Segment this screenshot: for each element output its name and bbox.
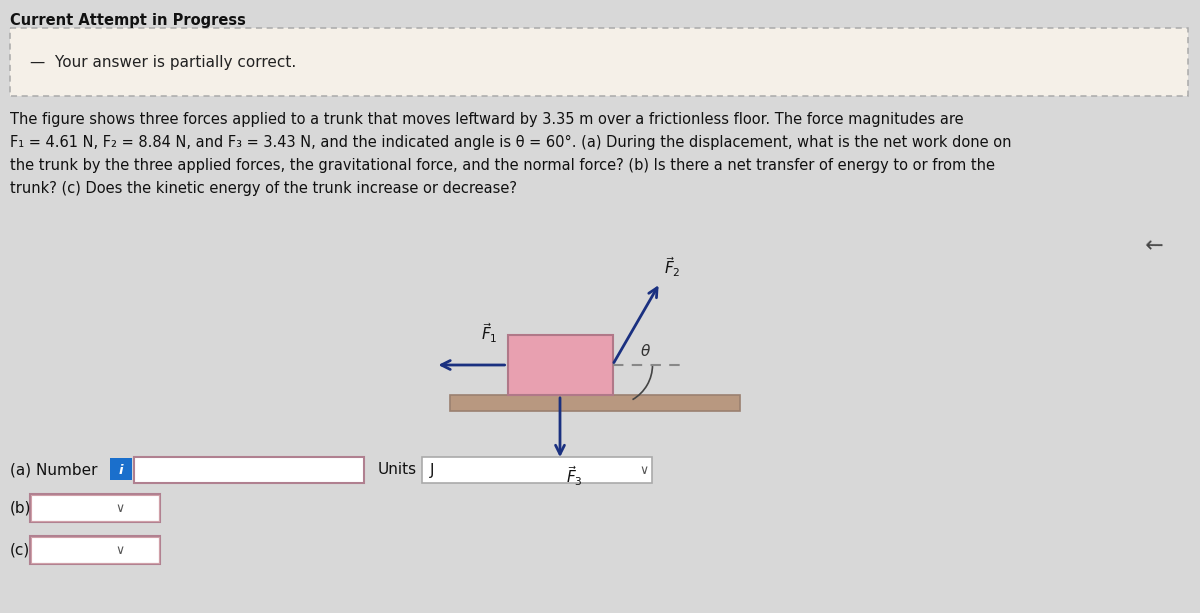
FancyBboxPatch shape [10, 28, 1188, 96]
FancyBboxPatch shape [134, 457, 364, 483]
Text: Current Attempt in Progress: Current Attempt in Progress [10, 13, 246, 28]
Bar [110, 458, 132, 480]
Text: F₁ = 4.61 N, F₂ = 8.84 N, and F₃ = 3.43 N, and the indicated angle is θ = 60°. (: F₁ = 4.61 N, F₂ = 8.84 N, and F₃ = 3.43 … [10, 135, 1012, 150]
FancyBboxPatch shape [30, 494, 160, 522]
Text: (a) Number: (a) Number [10, 462, 97, 478]
Bar [450, 395, 740, 411]
Text: $\vec{F}_2$: $\vec{F}_2$ [664, 255, 680, 279]
Text: —  Your answer is partially correct.: — Your answer is partially correct. [30, 55, 296, 69]
Text: $\theta$: $\theta$ [641, 343, 652, 359]
Bar [508, 335, 612, 395]
Text: $\vec{F}_1$: $\vec{F}_1$ [481, 321, 498, 345]
Text: ∨: ∨ [115, 544, 125, 557]
FancyBboxPatch shape [422, 457, 652, 483]
Text: the trunk by the three applied forces, the gravitational force, and the normal f: the trunk by the three applied forces, t… [10, 158, 995, 173]
Text: i: i [119, 463, 124, 476]
Text: $\nearrow$: $\nearrow$ [1144, 230, 1172, 260]
Text: ∨: ∨ [640, 463, 648, 476]
Text: (b): (b) [10, 500, 31, 516]
Text: trunk? (c) Does the kinetic energy of the trunk increase or decrease?: trunk? (c) Does the kinetic energy of th… [10, 181, 517, 196]
FancyBboxPatch shape [30, 536, 160, 564]
Text: (c): (c) [10, 543, 30, 557]
Text: ∨: ∨ [115, 501, 125, 514]
Text: The figure shows three forces applied to a trunk that moves leftward by 3.35 m o: The figure shows three forces applied to… [10, 112, 964, 127]
Text: Units: Units [378, 462, 418, 478]
Text: J: J [430, 462, 434, 478]
Text: $\vec{F}_3$: $\vec{F}_3$ [566, 464, 583, 488]
